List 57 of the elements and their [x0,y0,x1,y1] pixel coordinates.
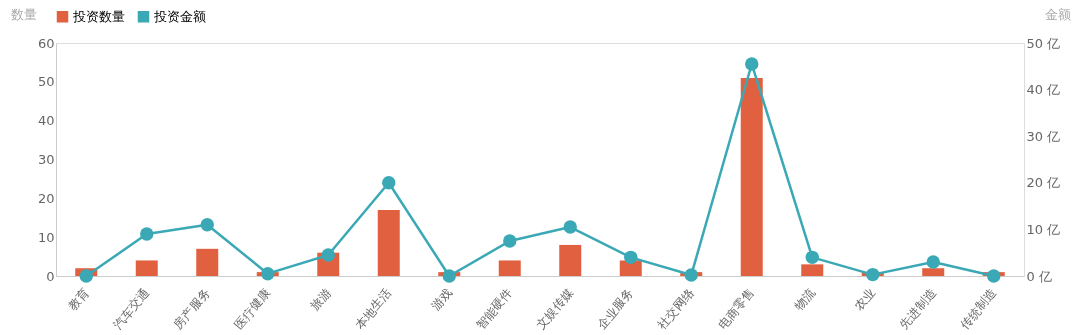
bar [498,260,521,276]
y2-tick-label: 0 亿 [1026,268,1052,284]
bar [740,77,763,276]
point [503,234,517,248]
x-tick-label: 社交网络 [655,286,697,332]
y-tick-label: 50 [37,74,55,90]
x-tick-label: 农业 [851,286,879,314]
point [866,267,880,282]
legend-label: 投资金额 [153,8,206,24]
point [926,255,940,269]
y-tick-label: 30 [37,152,55,167]
x-tick-label: 企业服务 [594,286,637,332]
x-tick-label: 旅游 [307,286,334,314]
x-tick-label: 智能硬件 [473,286,516,332]
point [140,227,154,241]
point [200,218,214,232]
point [745,57,759,71]
x-tick-label: 汽车交通 [110,286,153,332]
y-tick-label: 40 [37,113,55,129]
point [987,269,1001,283]
x-tick-label: 物流 [791,286,818,314]
x-tick-label: 教育 [65,286,92,314]
point [684,268,698,282]
point [442,269,456,283]
y2-tick-label: 10 亿 [1026,221,1061,237]
y-tick-label: 0 [46,268,55,284]
point [321,248,335,262]
y2-tick-label: 20 亿 [1026,175,1061,191]
legend-label: 投资数量 [72,8,125,24]
x-tick-label: 传统制造 [957,286,1000,332]
y2-tick-label: 30 亿 [1026,128,1061,144]
point [261,266,275,281]
y2-axis-title: 金额 [1044,6,1071,22]
bar [922,268,945,276]
y2-tick-label: 40 亿 [1026,82,1061,98]
bar [196,248,219,276]
y-axis-title: 数量 [10,6,37,22]
y2-tick-label: 50 亿 [1026,35,1061,51]
x-tick-label: 电商零售 [715,286,758,332]
y-tick-label: 60 [37,35,55,51]
y-tick-label: 10 [37,229,55,245]
x-tick-label: 先进制造 [897,286,939,332]
x-tick-label: 文娱传媒 [534,286,576,332]
bar [135,260,158,276]
bar [377,209,400,276]
x-tick-label: 医疗健康 [231,286,274,332]
point [624,250,638,265]
bar [559,244,582,276]
x-tick-label: 房产服务 [171,286,213,332]
bar [801,264,824,276]
y-tick-label: 20 [37,190,55,206]
point [563,220,577,234]
point [805,250,819,265]
x-tick-label: 本地生活 [352,286,395,332]
point [382,176,396,190]
x-tick-label: 游戏 [428,286,455,314]
point [79,269,93,283]
